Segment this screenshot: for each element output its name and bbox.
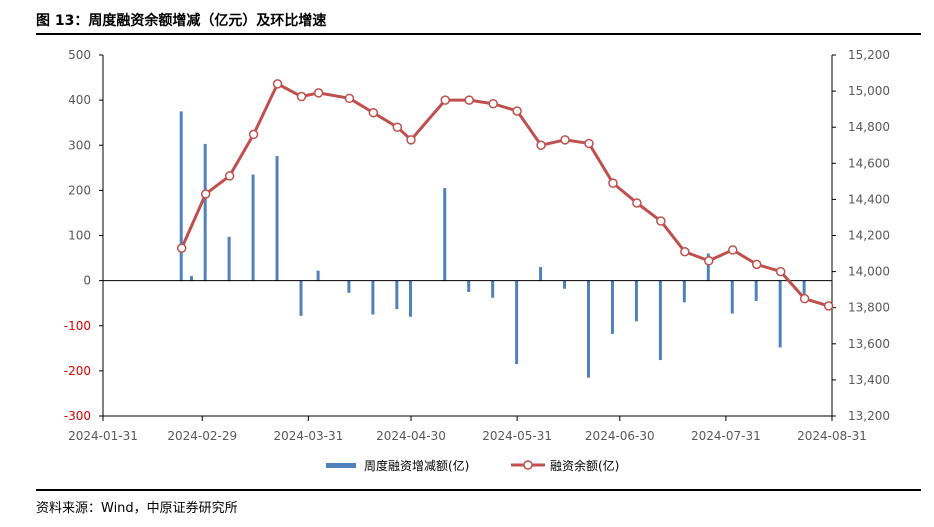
balance-point <box>608 178 618 188</box>
balance-point <box>751 259 762 270</box>
bar <box>443 188 447 281</box>
chart: 500 400 300 200 100 0 -100 -200 -300 15,200 15,000… <box>64 48 890 473</box>
y-right-tick-label: 14,400 <box>848 192 890 206</box>
bar <box>563 280 567 289</box>
balance-point <box>392 122 403 132</box>
x-tick-label: 2024-08-31 <box>797 429 867 443</box>
balance-point <box>248 129 259 140</box>
tick-labels: 500 400 300 200 100 0 -100 -200 -300 15,200 15,000… <box>64 48 890 443</box>
bar <box>539 267 543 281</box>
y-right-tick-label: 14,800 <box>848 120 890 134</box>
bar <box>395 280 399 310</box>
bar <box>754 280 758 301</box>
bar <box>299 280 303 316</box>
bar <box>778 280 782 348</box>
bar <box>371 280 375 315</box>
balance-point <box>560 135 570 145</box>
bar <box>316 270 320 281</box>
bar <box>203 143 207 281</box>
balance-point <box>536 140 546 150</box>
y-right-tick-label: 13,800 <box>848 301 890 315</box>
x-tick-label: 2024-06-30 <box>585 429 655 443</box>
balance-point <box>656 216 666 226</box>
balance-point <box>464 95 474 105</box>
balance-point <box>823 301 834 311</box>
balance-point <box>344 93 355 104</box>
bar <box>658 280 662 361</box>
bar <box>347 280 351 293</box>
legend: 周度融资增减额(亿) 融资余额(亿) <box>326 458 619 473</box>
y-left-tick-label: 100 <box>68 229 91 243</box>
balance-point <box>272 79 283 89</box>
bar <box>706 253 710 281</box>
bar <box>491 280 495 298</box>
y-right-tick-label: 14,000 <box>848 265 890 279</box>
axes <box>99 54 836 421</box>
y-left-tick-label: 400 <box>68 93 91 107</box>
y-right-tick-label: 14,600 <box>848 156 890 170</box>
bar <box>275 156 279 281</box>
y-left-tick-label: 0 <box>83 274 91 288</box>
bar <box>251 174 255 281</box>
chart-title: 图 13：周度融资余额增减（亿元）及环比增速 <box>36 13 327 29</box>
balance-point <box>224 171 235 181</box>
bar <box>634 280 638 322</box>
bar-series <box>179 111 806 378</box>
bar <box>515 280 519 365</box>
legend-line-label: 融资余额(亿) <box>550 458 619 473</box>
line-series <box>176 79 834 311</box>
bar <box>189 276 193 281</box>
y-right-tick-label: 13,600 <box>848 337 890 351</box>
legend-line-marker <box>523 460 533 470</box>
y-left-tick-label: 200 <box>68 183 91 197</box>
x-tick-label: 2024-05-31 <box>482 429 552 443</box>
x-tick-label: 2024-04-30 <box>376 429 446 443</box>
balance-point <box>727 245 738 255</box>
balance-point <box>176 243 187 253</box>
x-tick-label: 2024-01-31 <box>68 429 138 443</box>
x-tick-label: 2024-03-31 <box>273 429 343 443</box>
balance-point <box>632 198 642 208</box>
y-right-tick-label: 15,200 <box>848 48 890 62</box>
bar <box>610 280 614 334</box>
balance-point <box>406 135 416 145</box>
bar <box>682 280 686 303</box>
balance-point <box>313 88 324 98</box>
legend-bar-label: 周度融资增减额(亿) <box>364 458 469 473</box>
bar <box>227 236 231 281</box>
balance-line <box>180 82 830 308</box>
title-divider <box>36 33 921 35</box>
source-note: 资料来源：Wind，中原证券研究所 <box>36 501 238 516</box>
balance-point <box>296 91 307 102</box>
balance-point <box>775 266 786 277</box>
balance-point <box>584 138 594 149</box>
footer-divider <box>36 489 921 491</box>
y-right-tick-label: 14,200 <box>848 229 890 243</box>
balance-point <box>488 98 498 109</box>
y-right-tick-label: 13,200 <box>848 409 890 423</box>
legend-bar-swatch <box>326 463 356 468</box>
y-left-tick-label: -100 <box>64 319 91 333</box>
x-tick-label: 2024-07-31 <box>691 429 761 443</box>
y-left-tick-label: -300 <box>64 409 91 423</box>
bar <box>730 280 734 314</box>
balance-point <box>440 95 451 105</box>
y-left-tick-label: 300 <box>68 138 91 152</box>
balance-point <box>368 108 379 118</box>
balance-point <box>200 189 211 199</box>
balance-point <box>512 106 522 116</box>
bar <box>409 280 413 317</box>
balance-point <box>680 246 690 257</box>
bar <box>467 280 471 292</box>
y-right-tick-label: 15,000 <box>848 84 890 98</box>
y-left-tick-label: 500 <box>68 48 91 62</box>
balance-point <box>799 293 810 304</box>
x-tick-label: 2024-02-29 <box>167 429 237 443</box>
balance-point <box>704 256 714 266</box>
y-left-tick-label: -200 <box>64 364 91 378</box>
bar <box>802 280 806 297</box>
bar <box>179 111 183 281</box>
bar <box>587 280 590 378</box>
y-right-tick-label: 13,400 <box>848 373 890 387</box>
